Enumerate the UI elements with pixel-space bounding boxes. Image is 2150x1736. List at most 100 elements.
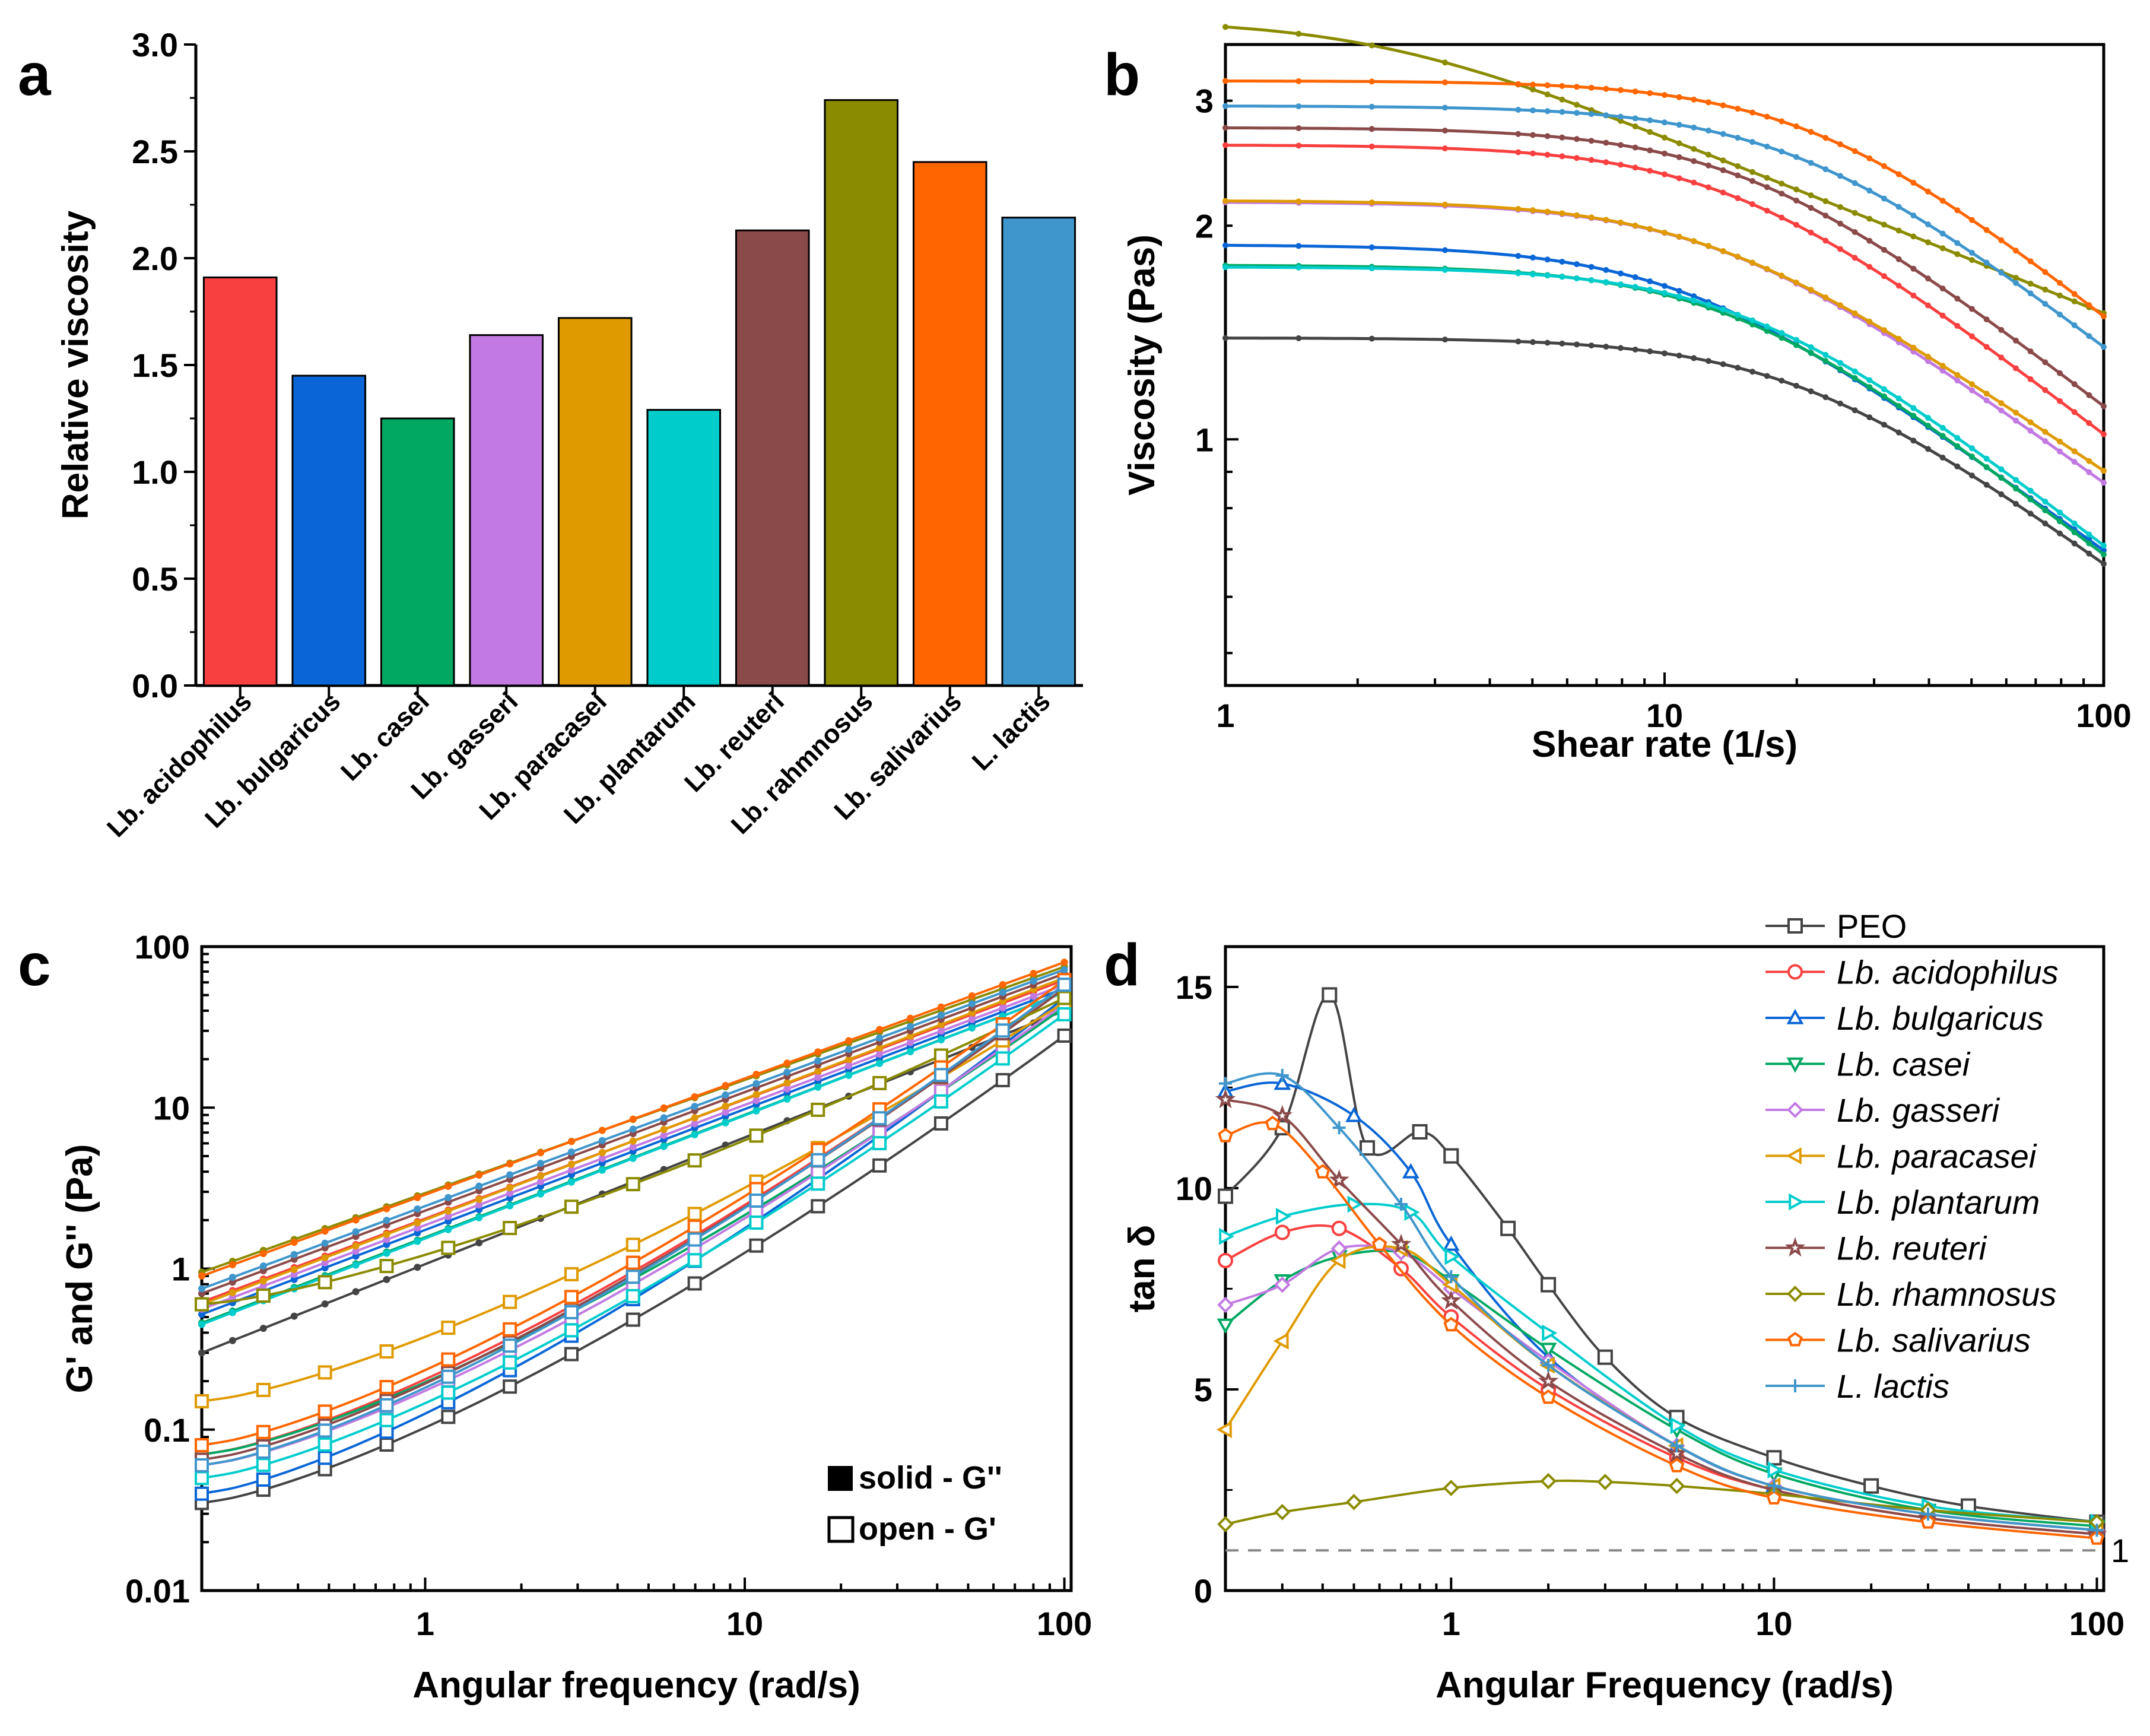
viscosity-point <box>1222 142 1228 148</box>
loss-modulus-point <box>383 1217 390 1224</box>
legend-label: Lb. rhamnosus <box>1837 1275 2056 1313</box>
bar <box>202 276 278 687</box>
viscosity-point <box>1647 117 1653 123</box>
loss-modulus-point <box>783 1085 791 1093</box>
bar <box>912 161 987 687</box>
viscosity-point <box>2042 499 2049 505</box>
viscosity-point <box>2013 337 2019 344</box>
viscosity-point <box>1662 350 1668 357</box>
plot-b-frame <box>1224 43 2105 687</box>
viscosity-point <box>2101 313 2107 320</box>
viscosity-point <box>1368 199 1375 206</box>
viscosity-point <box>1764 174 1770 181</box>
tan-delta-point <box>1542 1324 1558 1342</box>
tan-delta-point <box>1597 1474 1614 1490</box>
tan-delta-point <box>1670 1439 1684 1452</box>
viscosity-point <box>2042 520 2049 526</box>
loss-modulus-point <box>722 1091 729 1099</box>
loss-modulus-point <box>691 1131 698 1138</box>
viscosity-point <box>1706 99 1711 106</box>
viscosity-point <box>2057 280 2063 286</box>
viscosity-point <box>1749 321 1755 328</box>
tan-delta-point <box>2090 1524 2104 1537</box>
viscosity-point <box>1925 188 1931 195</box>
loss-modulus-point <box>907 1048 914 1055</box>
storage-modulus-point <box>872 1158 887 1173</box>
viscosity-point <box>1647 348 1653 354</box>
viscosity-point <box>1632 346 1638 353</box>
viscosity-point <box>1749 139 1755 145</box>
viscosity-point <box>1837 302 1843 309</box>
tan-delta-point <box>1218 1128 1233 1142</box>
storage-modulus-point <box>256 1382 271 1397</box>
storage-modulus-point <box>749 1128 764 1143</box>
viscosity-point <box>1939 433 1946 439</box>
tan-delta-line <box>1225 1224 2097 1536</box>
storage-modulus-point <box>625 1288 640 1303</box>
viscosity-point <box>1998 491 2005 497</box>
viscosity-point <box>1544 339 1551 346</box>
tan-delta-point <box>1666 1443 1687 1462</box>
viscosity-point <box>2101 344 2107 350</box>
viscosity-point <box>1544 82 1551 88</box>
storage-modulus-point <box>687 1276 702 1291</box>
viscosity-point <box>2027 280 2034 287</box>
viscosity-point <box>1808 229 1814 236</box>
legend-marker <box>1787 1332 1803 1347</box>
viscosity-point <box>1954 323 1961 329</box>
viscosity-point <box>1295 30 1302 37</box>
viscosity-point <box>2013 477 2019 483</box>
viscosity-point <box>1939 312 1946 319</box>
legend-label: Lb. plantarum <box>1837 1183 2040 1221</box>
loss-modulus-point <box>259 1262 267 1270</box>
storage-modulus-point <box>256 1444 271 1459</box>
loss-modulus-point <box>414 1264 421 1271</box>
viscosity-point <box>1779 335 1785 341</box>
y-tick-label: 0.01 <box>125 1572 190 1610</box>
viscosity-point <box>1618 142 1624 148</box>
tan-delta-point <box>1921 1508 1935 1521</box>
viscosity-point <box>1676 122 1682 128</box>
viscosity-point <box>1442 59 1448 66</box>
x-tick-label: 1 <box>1442 1605 1460 1642</box>
viscosity-point <box>1559 340 1565 347</box>
loss-modulus-point <box>660 1142 668 1150</box>
viscosity-point <box>1983 455 1990 462</box>
storage-modulus-point <box>317 1365 332 1380</box>
storage-modulus-point <box>564 1347 579 1361</box>
storage-modulus-point <box>503 1221 517 1236</box>
viscosity-point <box>2027 496 2034 503</box>
viscosity-point <box>1954 372 1961 378</box>
viscosity-point <box>1603 85 1609 92</box>
viscosity-point <box>1544 151 1551 158</box>
viscosity-point <box>1676 233 1682 240</box>
viscosity-point <box>1910 292 1917 299</box>
legend-label: Lb. casei <box>1837 1046 1971 1083</box>
storage-modulus-point <box>317 1451 332 1465</box>
viscosity-point <box>1735 163 1741 170</box>
viscosity-point <box>1939 230 1946 237</box>
tan-delta-point <box>1541 1389 1556 1404</box>
tan-delta-point <box>1273 1332 1289 1350</box>
loss-modulus-point <box>845 1062 853 1069</box>
viscosity-point <box>1295 198 1302 205</box>
viscosity-point <box>1969 387 1975 393</box>
bar <box>557 317 633 687</box>
viscosity-point <box>1720 248 1726 255</box>
viscosity-point <box>1910 233 1917 240</box>
panel-d-tan-delta-curves: 0 5 10 15 1 10 100 Angular Frequency (rad/s) tan… <box>1122 907 2129 1706</box>
viscosity-point <box>1866 155 1873 161</box>
viscosity-point <box>1632 164 1638 171</box>
bar <box>824 99 899 687</box>
storage-modulus-point <box>1057 991 1072 1005</box>
viscosity-point <box>1779 180 1785 187</box>
viscosity-point <box>2013 247 2019 254</box>
loss-modulus-point <box>383 1240 390 1248</box>
viscosity-point <box>1295 125 1302 132</box>
loss-modulus-point <box>537 1190 545 1198</box>
viscosity-point <box>1588 111 1595 118</box>
loss-modulus-point <box>691 1120 698 1128</box>
x-axis-title: Angular frequency (rad/s) <box>412 1665 860 1706</box>
loss-modulus-point <box>907 1032 914 1040</box>
viscosity-point <box>1852 407 1858 414</box>
